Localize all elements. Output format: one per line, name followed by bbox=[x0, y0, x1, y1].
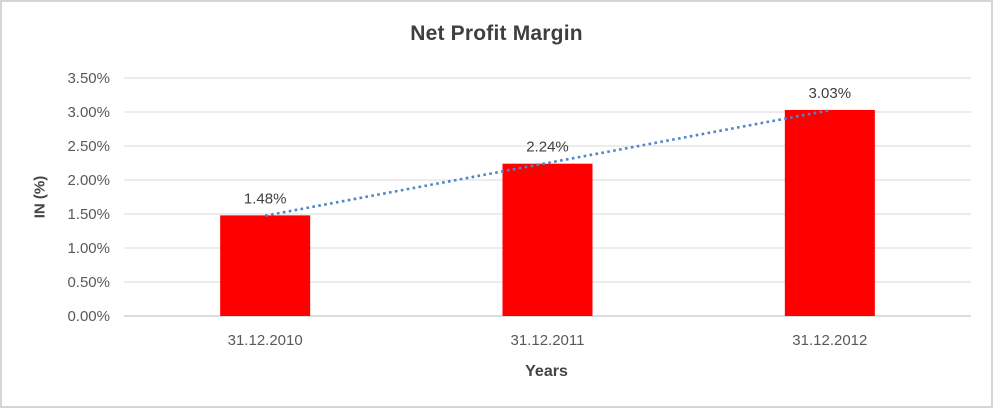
y-axis-tick-label: 1.00% bbox=[67, 240, 110, 257]
y-axis-tick-label: 1.50% bbox=[67, 206, 110, 223]
y-axis-tick-label: 3.00% bbox=[67, 104, 110, 121]
bar-data-label: 1.48% bbox=[244, 190, 287, 207]
bar-data-label: 3.03% bbox=[809, 85, 852, 102]
bar-data-label: 2.24% bbox=[526, 139, 569, 156]
x-axis-tick-label: 31.12.2010 bbox=[228, 332, 303, 349]
y-axis-tick-label: 0.00% bbox=[67, 308, 110, 325]
bar-31.12.2012 bbox=[784, 109, 875, 317]
y-axis-tick-label: 2.00% bbox=[67, 172, 110, 189]
y-axis-tick-label: 0.50% bbox=[67, 274, 110, 291]
bar-31.12.2010 bbox=[220, 215, 311, 316]
x-axis-title: Years bbox=[525, 363, 568, 380]
x-axis-tick-label: 31.12.2011 bbox=[511, 332, 585, 349]
y-axis-tick-label: 3.50% bbox=[67, 70, 110, 87]
x-axis-tick-label: 31.12.2012 bbox=[792, 332, 867, 349]
y-axis-tick-label: 2.50% bbox=[67, 138, 110, 155]
chart-title: Net Profit Margin bbox=[410, 22, 583, 45]
bar-31.12.2011 bbox=[502, 163, 593, 316]
